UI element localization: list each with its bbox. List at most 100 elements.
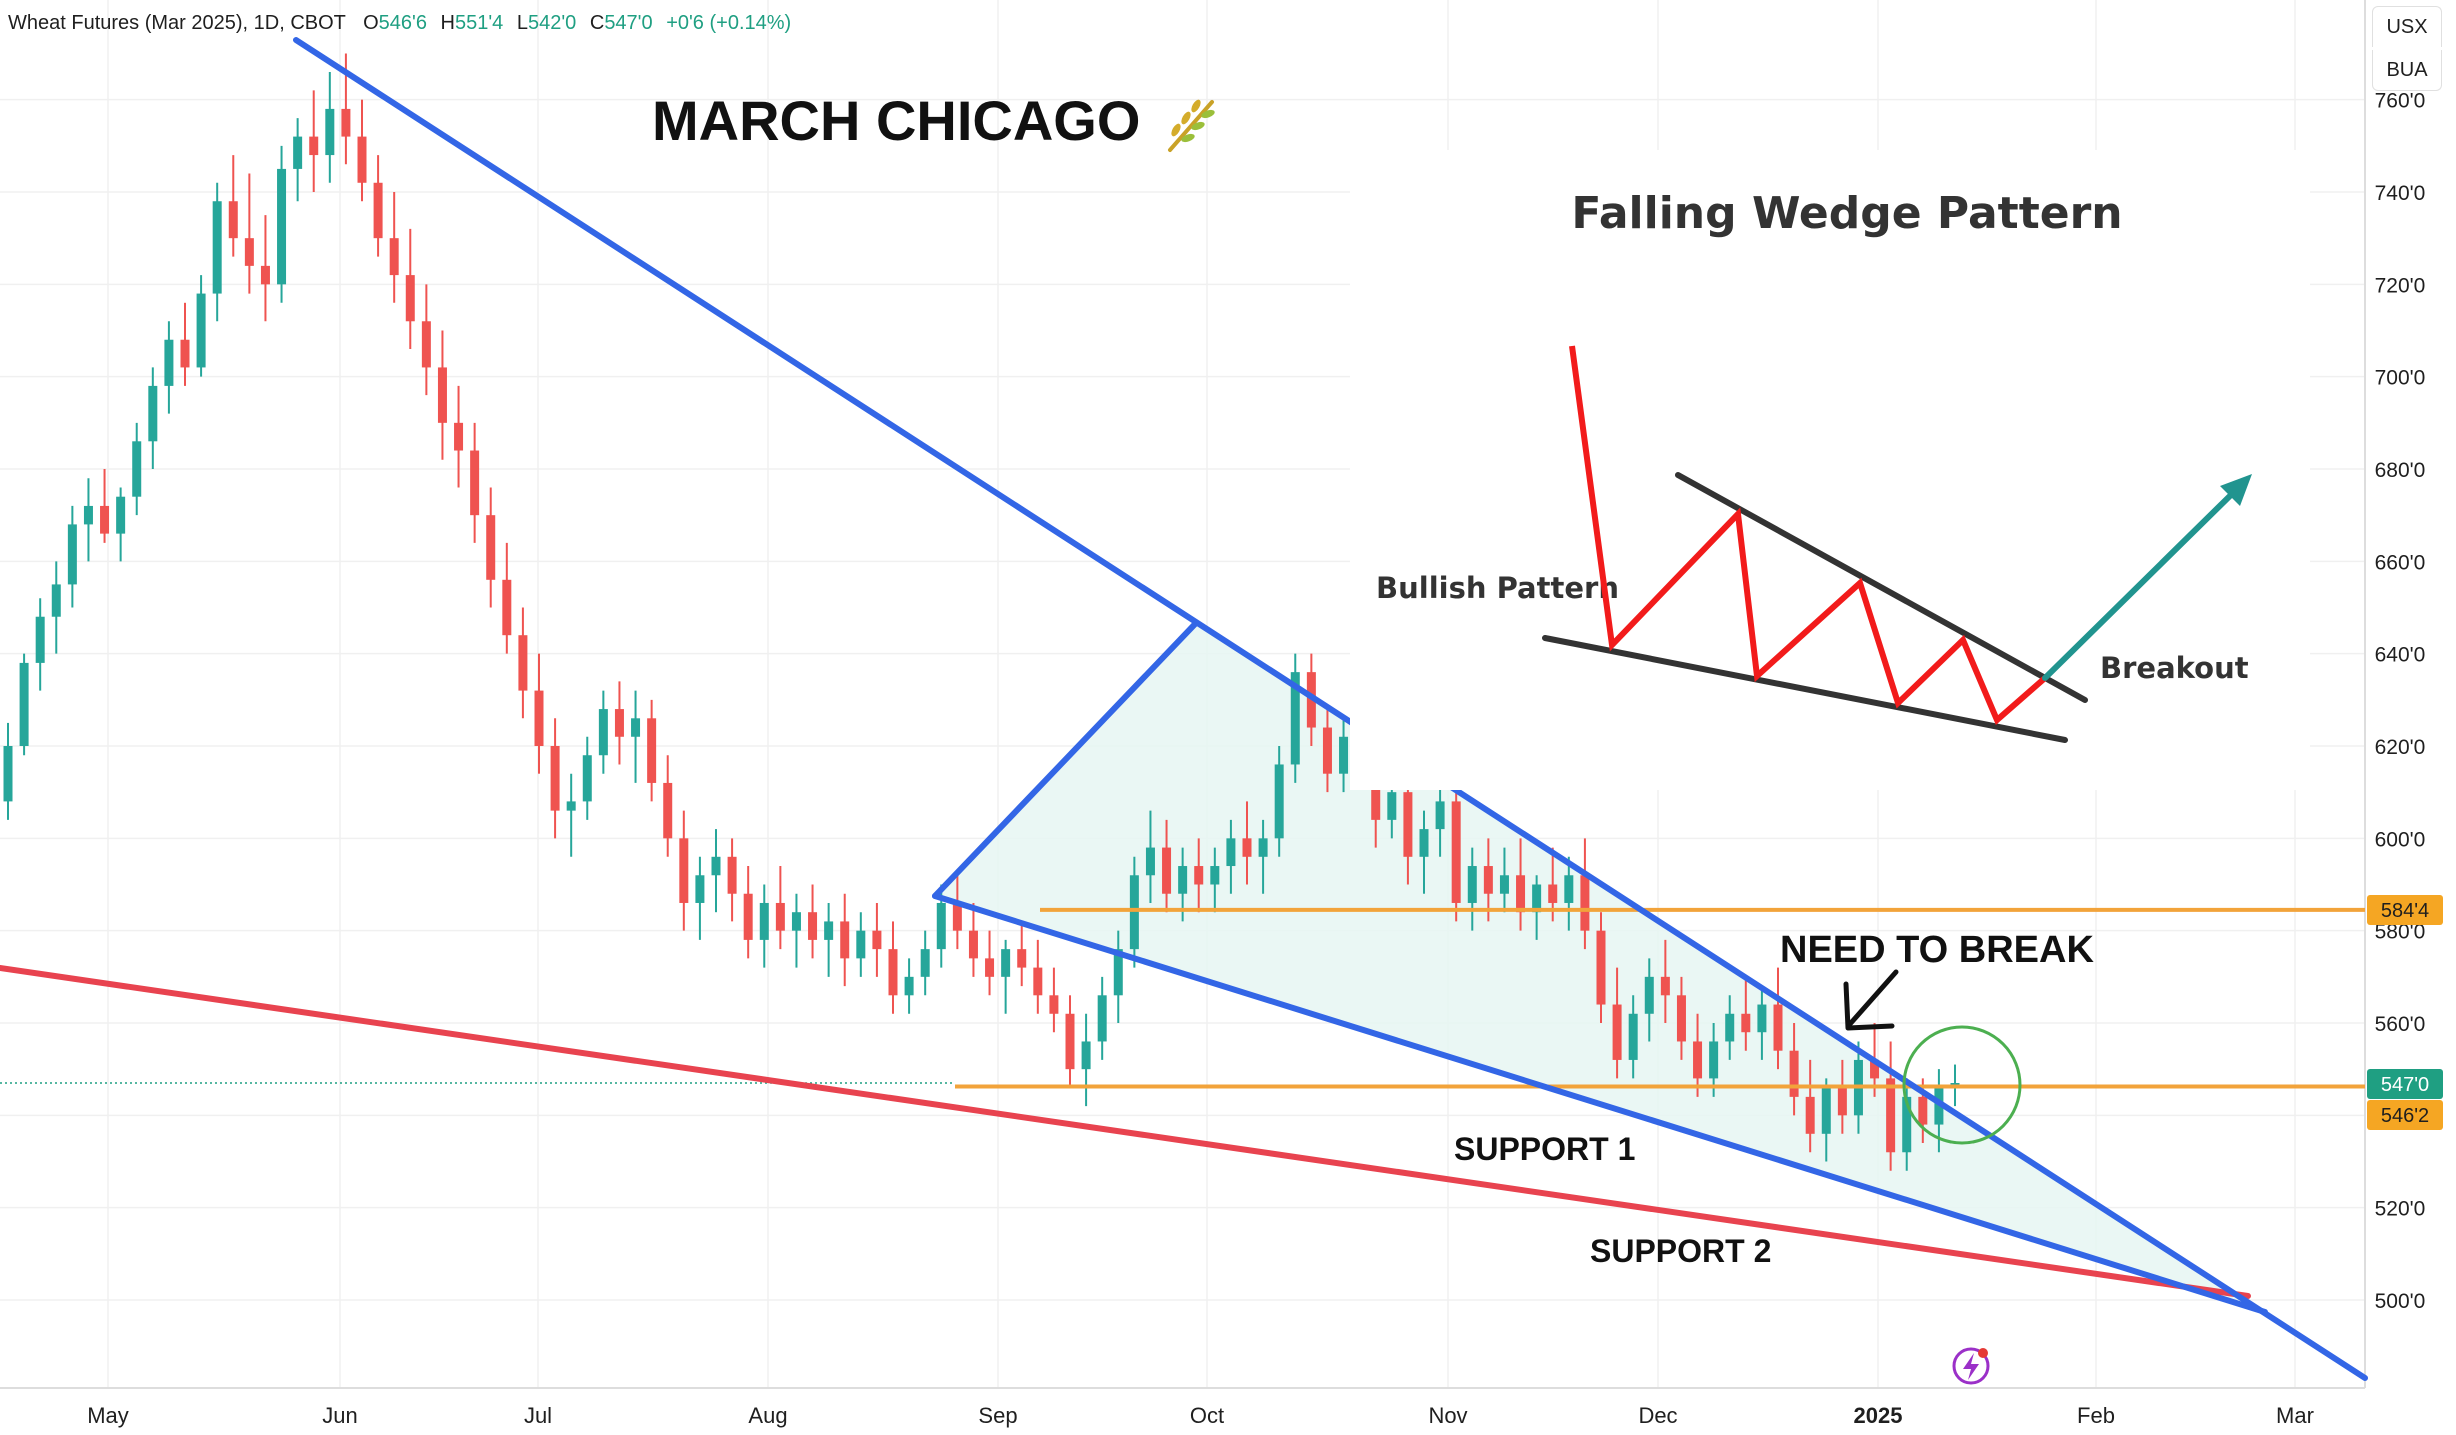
- candle-body: [679, 838, 689, 903]
- candle-body: [1612, 1004, 1622, 1060]
- candle-body: [341, 108, 351, 137]
- candle-body: [775, 902, 785, 931]
- candle-body: [486, 515, 496, 580]
- need-to-break-arrow: [1847, 969, 1899, 1027]
- annotations: MARCH CHICAGO NEED TO BREAK SUPPORT 1 SUPPO…: [652, 89, 2094, 1385]
- price-tick-label: 660'0: [2375, 551, 2426, 574]
- candle-body: [1628, 1013, 1638, 1060]
- candle-body: [727, 856, 737, 894]
- candle-body: [502, 579, 512, 636]
- time-tick-label: Feb: [2077, 1403, 2115, 1428]
- unit-button[interactable]: BUA: [2372, 50, 2442, 91]
- candle-body: [67, 524, 77, 585]
- support2-label: SUPPORT 2: [1590, 1233, 1771, 1269]
- candle-body: [598, 709, 608, 756]
- candle-body: [132, 441, 142, 497]
- candle-body: [985, 958, 995, 977]
- candle-body: [309, 136, 319, 156]
- candle-body: [454, 422, 464, 451]
- candle-body: [1580, 875, 1590, 931]
- candle-body: [1773, 1004, 1783, 1051]
- candle-body: [1258, 838, 1268, 857]
- candle-body: [566, 801, 576, 811]
- inset-breakout-label: Breakout: [2100, 651, 2249, 685]
- price-tick-label: 560'0: [2375, 1013, 2426, 1036]
- candle-body: [550, 746, 560, 811]
- candle-body: [437, 367, 447, 423]
- low-value: 542'0: [527, 12, 577, 34]
- inset-price-path: [1569, 345, 2047, 725]
- change-value: +0'6 (+0.14%): [666, 12, 792, 34]
- candle-body: [357, 136, 367, 183]
- price-tick-label: 740'0: [2375, 182, 2426, 205]
- candle-body: [808, 912, 818, 940]
- candle-body: [1162, 847, 1172, 894]
- price-tick-label: 700'0: [2375, 367, 2426, 390]
- candle-body: [1113, 949, 1123, 996]
- inset-breakout-arrow-icon: [2220, 474, 2252, 506]
- candle-body: [470, 450, 480, 516]
- candle-body: [920, 949, 930, 977]
- candle-body: [1242, 838, 1252, 857]
- currency-button[interactable]: USX: [2372, 6, 2442, 47]
- price-badge: [2367, 895, 2443, 925]
- lightning-icon: [1952, 1347, 1990, 1385]
- time-tick-label: Nov: [1428, 1403, 1467, 1428]
- candle-body: [518, 635, 528, 691]
- symbol-title: Wheat Futures (Mar 2025), 1D, CBOT: [8, 12, 346, 34]
- candle-body: [1403, 792, 1413, 857]
- lower-trendline: [932, 893, 2268, 1315]
- candle-body: [1757, 1004, 1767, 1033]
- open-label: O: [363, 12, 379, 34]
- candle-body: [389, 238, 399, 276]
- candle-body: [1789, 1050, 1799, 1097]
- inset-upper-line: [1675, 472, 2088, 703]
- candle-body: [1918, 1096, 1928, 1125]
- candle-body: [1934, 1087, 1944, 1125]
- close-label: C: [589, 12, 605, 34]
- arrow-head-icon: [1843, 981, 1895, 1031]
- time-tick-label: Jun: [322, 1403, 357, 1428]
- wedge-left-line: [932, 620, 1199, 899]
- candle-body: [1339, 736, 1349, 774]
- lightning-circle: [1952, 1347, 1990, 1385]
- price-badge-label: 547'0: [2381, 1074, 2429, 1096]
- inset-breakout-line: [2042, 485, 2241, 681]
- price-tick-label: 760'0: [2375, 90, 2426, 113]
- lightning-bolt: [1963, 1353, 1979, 1380]
- candle-body: [631, 718, 641, 737]
- candle-body: [1145, 847, 1155, 876]
- candle-body: [116, 496, 126, 534]
- candle-body: [1741, 1013, 1751, 1033]
- candle-body: [904, 976, 914, 996]
- candle-body: [421, 321, 431, 368]
- candle-body: [35, 616, 45, 663]
- candle-body: [1226, 838, 1236, 867]
- candle-body: [1596, 930, 1606, 1005]
- low-label: L: [516, 12, 528, 34]
- candle-body: [1516, 875, 1526, 913]
- support1-label: SUPPORT 1: [1454, 1131, 1635, 1167]
- candle-body: [1902, 1096, 1912, 1153]
- candle-body: [1837, 1087, 1847, 1116]
- wheat-grain: [1181, 111, 1191, 125]
- candle-body: [180, 339, 190, 368]
- candle-body: [1017, 949, 1027, 968]
- price-tick-label: 580'0: [2375, 921, 2426, 944]
- symbol-header: Wheat Futures (Mar 2025), 1D, CBOT O546'…: [8, 12, 791, 35]
- candle-body: [1274, 764, 1284, 839]
- chart-title-annotation: MARCH CHICAGO: [652, 89, 1140, 152]
- close-value: 547'0: [604, 12, 653, 34]
- time-tick-label: Dec: [1638, 1403, 1677, 1428]
- candle-body: [1129, 875, 1139, 950]
- wheat-grain: [1191, 99, 1201, 113]
- candle-body: [840, 921, 850, 959]
- inset-bullish-label: Bullish Pattern: [1376, 571, 1619, 605]
- price-tick-label: 620'0: [2375, 736, 2426, 759]
- open-value: 546'6: [378, 12, 427, 34]
- candle-body: [582, 755, 592, 802]
- candle-body: [260, 265, 270, 285]
- price-tick-label: 500'0: [2375, 1290, 2426, 1313]
- candle-body: [872, 930, 882, 950]
- candle-body: [148, 385, 158, 442]
